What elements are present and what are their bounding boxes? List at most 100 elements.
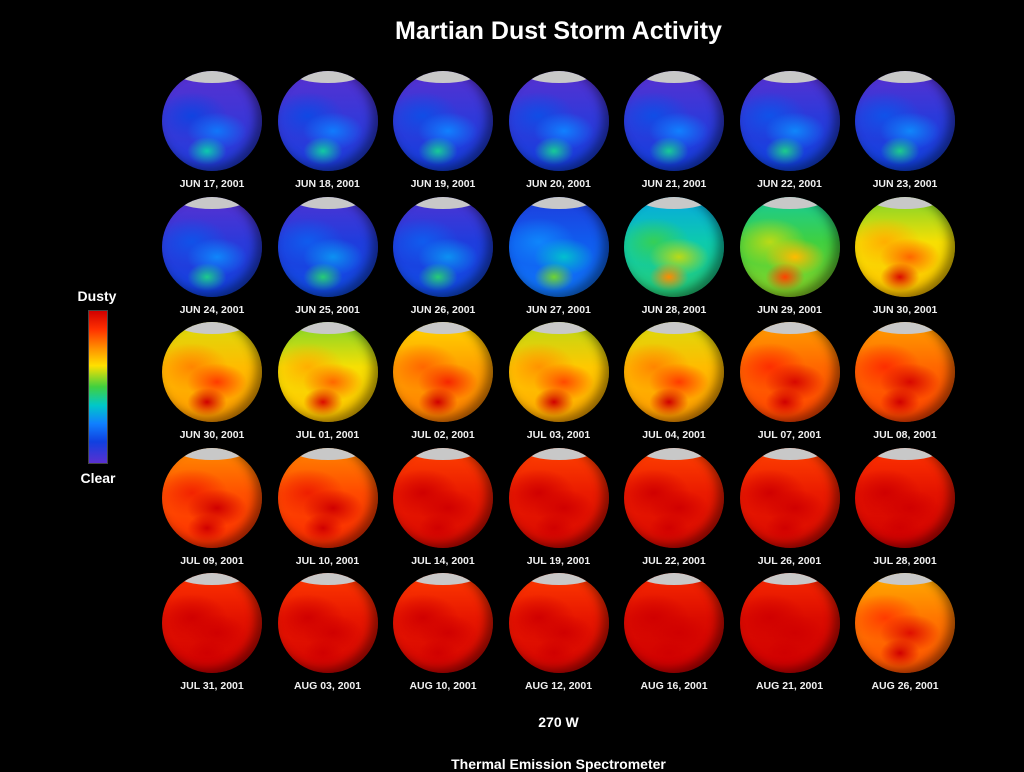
mars-globe-image [855, 447, 955, 548]
mars-globe-image [508, 573, 609, 673]
polar-cap [754, 196, 825, 209]
frame-date-label: AUG 21, 2001 [755, 680, 824, 692]
polar-cap [639, 322, 709, 334]
frame-date-label: JUN 30, 2001 [179, 429, 245, 441]
frame-date-label: AUG 26, 2001 [871, 680, 939, 692]
legend-dusty-label: Dusty [77, 288, 117, 304]
mars-globe-image [508, 447, 609, 548]
polar-cap [870, 322, 940, 334]
globe-frame: AUG 16, 2001 [624, 573, 728, 698]
mars-globe-image [624, 322, 724, 422]
polar-cap [639, 573, 709, 585]
mars-globe-image [624, 447, 724, 548]
polar-cap [523, 196, 594, 209]
globe-frame: JUN 24, 2001 [162, 196, 266, 322]
mars-globe-image [277, 196, 378, 297]
mars-globe-image [393, 71, 493, 171]
frame-date-label: JUN 25, 2001 [295, 303, 360, 316]
polar-cap [870, 71, 940, 83]
globe-frame: JUN 17, 2001 [162, 71, 266, 196]
frame-date-label: JUN 19, 2001 [410, 178, 476, 190]
polar-cap [292, 71, 363, 83]
frame-date-label: JUN 20, 2001 [526, 178, 591, 190]
mars-globe-image [162, 196, 262, 297]
polar-cap [639, 196, 709, 209]
frame-date-label: JUN 17, 2001 [179, 178, 245, 190]
frame-date-label: JUL 01, 2001 [295, 429, 360, 441]
mars-globe-image [855, 71, 955, 171]
globe-frame: JUL 09, 2001 [162, 447, 266, 573]
frame-date-label: JUN 24, 2001 [179, 303, 245, 316]
mars-globe-image [393, 447, 493, 548]
globe-frame: JUL 14, 2001 [393, 447, 497, 573]
mars-globe-image [508, 322, 609, 422]
globe-frame: JUL 04, 2001 [624, 322, 728, 447]
polar-cap [754, 322, 825, 334]
frame-date-label: JUN 26, 2001 [410, 303, 476, 316]
mars-globe-image [162, 71, 262, 171]
polar-cap [754, 447, 825, 460]
globe-frame: JUN 30, 2001 [162, 322, 266, 447]
polar-cap [177, 573, 247, 585]
polar-cap [639, 447, 709, 460]
mars-globe-image [393, 573, 493, 673]
globe-frame: JUN 27, 2001 [508, 196, 613, 322]
frame-date-label: JUL 03, 2001 [526, 429, 591, 441]
mars-globe-image [739, 322, 840, 422]
mars-globe-image [277, 71, 378, 171]
longitude-label: 270 W [538, 714, 579, 730]
mars-globe-image [739, 447, 840, 548]
mars-globe-image [277, 573, 378, 673]
polar-cap [177, 71, 247, 83]
mars-globe-image [162, 447, 262, 548]
polar-cap [408, 447, 478, 460]
polar-cap [408, 71, 478, 83]
frame-date-label: JUL 22, 2001 [642, 554, 706, 567]
globe-frame: JUN 18, 2001 [277, 71, 382, 196]
globe-frame: JUL 01, 2001 [277, 322, 382, 447]
mars-globe-image [739, 573, 840, 673]
globe-frame: AUG 21, 2001 [739, 573, 844, 698]
mars-globe-image [393, 196, 493, 297]
globe-frame: JUN 28, 2001 [624, 196, 728, 322]
globe-frame: JUL 26, 2001 [739, 447, 844, 573]
legend-color-bar [88, 310, 108, 464]
frame-date-label: JUN 29, 2001 [757, 303, 822, 316]
frame-date-label: JUL 10, 2001 [295, 554, 360, 567]
globe-frame: JUL 31, 2001 [162, 573, 266, 698]
mars-globe-image [624, 71, 724, 171]
frame-date-label: AUG 10, 2001 [409, 680, 477, 692]
polar-cap [292, 322, 363, 334]
globe-frame: JUN 22, 2001 [739, 71, 844, 196]
globe-frame: JUL 03, 2001 [508, 322, 613, 447]
globe-frame: JUN 25, 2001 [277, 196, 382, 322]
globe-frame: JUL 02, 2001 [393, 322, 497, 447]
mars-globe-image [855, 573, 955, 673]
mars-globe-image [624, 196, 724, 297]
globe-frame: JUN 23, 2001 [855, 71, 959, 196]
frame-date-label: JUN 21, 2001 [641, 178, 707, 190]
frame-date-label: JUL 28, 2001 [873, 554, 937, 567]
frame-date-label: JUN 30, 2001 [872, 303, 938, 316]
globe-frame: JUN 21, 2001 [624, 71, 728, 196]
mars-globe-image [855, 196, 955, 297]
polar-cap [292, 196, 363, 209]
polar-cap [408, 196, 478, 209]
mars-globe-image [508, 196, 609, 297]
globe-frame: AUG 26, 2001 [855, 573, 959, 698]
frame-date-label: JUN 28, 2001 [641, 303, 707, 316]
frame-date-label: JUN 22, 2001 [757, 178, 822, 190]
polar-cap [870, 196, 940, 209]
frame-date-label: JUN 27, 2001 [526, 303, 591, 316]
frame-date-label: JUN 23, 2001 [872, 178, 938, 190]
mars-globe-image [277, 447, 378, 548]
globe-frame: JUN 19, 2001 [393, 71, 497, 196]
globe-frame: AUG 03, 2001 [277, 573, 382, 698]
globe-frame: JUN 26, 2001 [393, 196, 497, 322]
frame-date-label: AUG 12, 2001 [524, 680, 593, 692]
frame-date-label: JUN 18, 2001 [295, 178, 360, 190]
mars-globe-image [624, 573, 724, 673]
frame-date-label: JUL 07, 2001 [757, 429, 822, 441]
frame-date-label: JUL 19, 2001 [526, 554, 591, 567]
mars-globe-image [277, 322, 378, 422]
